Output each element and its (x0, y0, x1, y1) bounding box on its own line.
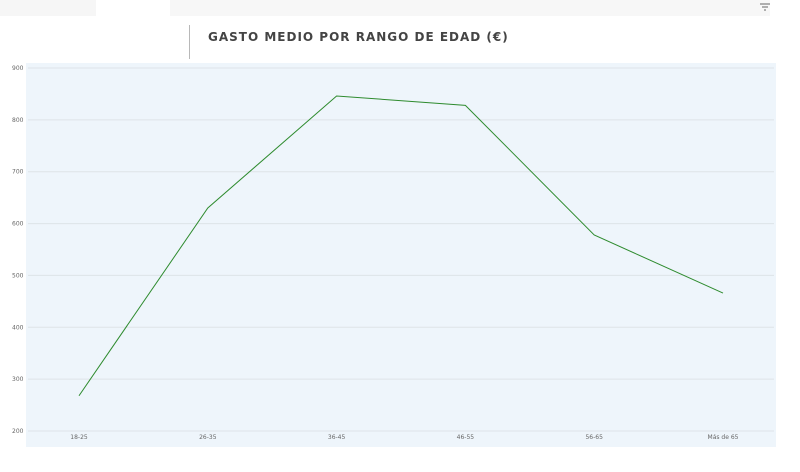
y-tick-label: 200 (12, 428, 24, 435)
chart-title: GASTO MEDIO POR RANGO DE EDAD (€) (208, 30, 509, 44)
y-tick-label: 600 (12, 221, 24, 228)
x-tick-label: 26-35 (199, 434, 217, 441)
data-point[interactable] (719, 289, 727, 297)
y-axis-ticks: 200 300 400 500 600 700 800 900 (12, 65, 24, 435)
y-tick-label: 300 (12, 376, 24, 383)
series-line (78, 95, 724, 397)
y-tick-label: 400 (12, 324, 24, 331)
data-point[interactable] (75, 392, 83, 400)
series-layer (75, 92, 727, 400)
x-axis-ticks: 18-25 26-35 36-45 46-55 56-65 Más de 65 (70, 434, 738, 441)
plot-area (26, 63, 776, 447)
title-divider (189, 25, 190, 59)
filter-button[interactable] (756, 0, 774, 14)
y-tick-label: 800 (12, 117, 24, 124)
y-tick-label: 700 (12, 169, 24, 176)
y-tick-label: 500 (12, 272, 24, 279)
filter-icon (760, 3, 770, 11)
data-point[interactable] (461, 101, 469, 109)
toolbar-left-area (0, 0, 96, 16)
x-tick-label: 18-25 (70, 434, 88, 441)
data-point[interactable] (333, 92, 341, 100)
x-tick-label: 36-45 (328, 434, 346, 441)
x-tick-label: Más de 65 (708, 434, 739, 441)
toolbar-mid-area (170, 0, 770, 16)
y-tick-label: 900 (12, 65, 24, 72)
gridlines (28, 67, 774, 432)
top-toolbar (0, 0, 800, 18)
data-point[interactable] (590, 231, 598, 239)
x-tick-label: 46-55 (457, 434, 475, 441)
data-point[interactable] (204, 204, 212, 212)
x-tick-label: 56-65 (585, 434, 603, 441)
